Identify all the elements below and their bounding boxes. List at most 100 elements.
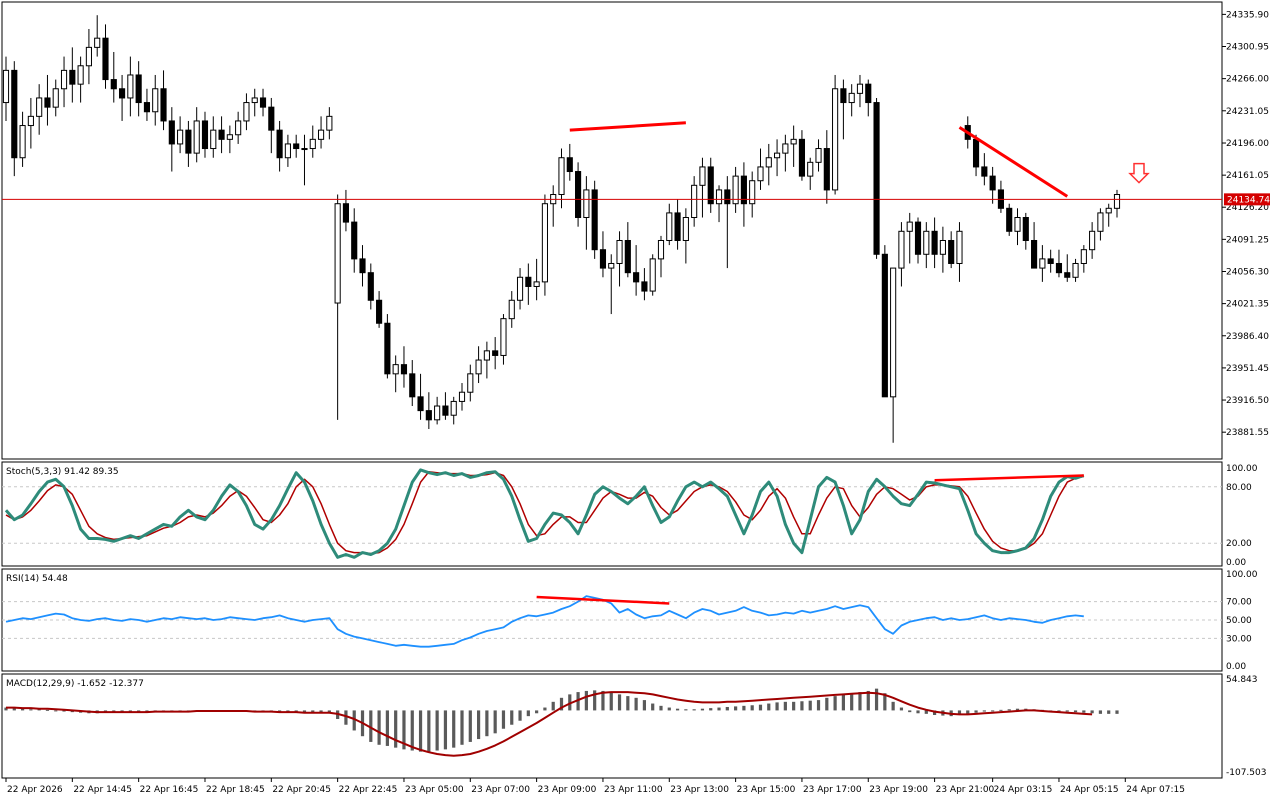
macd-histogram-bar: [468, 710, 472, 742]
bear-candle: [981, 166, 988, 177]
macd-histogram-bar: [692, 709, 696, 711]
bull-candle: [757, 166, 764, 182]
bull-candle: [815, 148, 822, 163]
bear-candle: [185, 129, 192, 154]
current-price-badge: [1224, 193, 1270, 206]
bear-candle: [724, 189, 731, 205]
bear-candle: [633, 272, 640, 283]
macd-histogram-bar: [1015, 708, 1020, 711]
bear-candle: [425, 410, 432, 421]
bull-candle: [616, 239, 623, 264]
bear-candle: [351, 221, 358, 260]
macd-histogram-bar: [535, 710, 539, 714]
time-tick-label: 23 Apr 11:00: [604, 785, 663, 795]
macd-tick-label: -107.503: [1226, 768, 1266, 778]
stoch-label: Stoch(5,3,3) 91.42 89.35: [6, 467, 119, 477]
bull-candle: [1113, 194, 1121, 209]
bull-candle: [152, 88, 159, 113]
bear-candle: [1006, 207, 1013, 232]
bear-candle: [525, 276, 532, 287]
macd-histogram-bar: [145, 710, 149, 712]
bull-candle: [1039, 258, 1046, 269]
macd-histogram-bar: [659, 705, 663, 711]
macd-histogram-bar: [385, 710, 389, 746]
macd-histogram-bar: [651, 703, 655, 711]
macd-histogram-bar: [593, 690, 597, 711]
price-tick-label: 24300.95: [1226, 43, 1269, 53]
stoch-tick-label: 0.00: [1226, 558, 1246, 568]
macd-histogram-bar: [750, 705, 754, 711]
bull-candle: [1014, 217, 1021, 232]
bear-candle: [384, 322, 391, 375]
time-tick-label: 22 Apr 14:45: [73, 785, 132, 795]
stoch-trend-line: [934, 474, 1084, 482]
bull-candle: [60, 69, 68, 90]
macd-histogram-bar: [460, 710, 464, 745]
bull-candle: [458, 391, 466, 402]
macd-tick-label: 54.843: [1226, 675, 1258, 685]
stoch-tick-label: 100.00: [1226, 464, 1258, 474]
macd-histogram-bar: [874, 688, 879, 711]
bull-candle: [533, 281, 540, 287]
bear-candle: [268, 106, 275, 131]
bear-candle: [160, 88, 167, 122]
macd-signal-line: [6, 691, 1093, 757]
bull-candle: [939, 239, 946, 255]
bear-candle: [409, 373, 416, 398]
price-tick-label: 24335.90: [1226, 10, 1269, 20]
macd-pane-frame: [1, 673, 1223, 779]
bull-candle: [583, 189, 590, 219]
macd-histogram-bar: [62, 710, 66, 712]
bull-candle: [77, 65, 84, 85]
bull-candle: [715, 189, 723, 205]
price-tick-label: 23916.50: [1226, 396, 1269, 406]
bear-candle: [740, 175, 747, 205]
bull-candle: [19, 125, 26, 159]
price-tick-label: 24021.35: [1226, 300, 1269, 310]
bull-candle: [848, 92, 855, 104]
rsi-tick-label: 100.00: [1226, 570, 1258, 580]
price-tick-label: 23951.45: [1226, 364, 1269, 374]
bull-candle: [508, 299, 515, 320]
macd-histogram-bar: [435, 710, 439, 751]
bull-candle: [2, 69, 10, 104]
macd-histogram-bar: [601, 690, 605, 711]
bull-candle: [541, 203, 548, 283]
macd-histogram-bar: [352, 710, 356, 731]
bear-candle: [44, 97, 51, 108]
bull-candle: [52, 88, 59, 108]
bear-candle: [1064, 272, 1071, 278]
rsi-tick-label: 30.00: [1226, 634, 1252, 644]
time-tick-label: 24 Apr 03:15: [994, 785, 1053, 795]
time-tick-label: 23 Apr 21:00: [936, 785, 995, 795]
macd-histogram-bar: [369, 710, 373, 742]
stoch-main-line: [4, 468, 1085, 559]
macd-histogram-bar: [576, 692, 580, 711]
bull-candle: [226, 134, 233, 140]
bull-candle: [749, 180, 756, 205]
bull-candle: [856, 83, 864, 94]
bear-candle: [201, 120, 209, 150]
macd-histogram-bar: [932, 710, 937, 715]
macd-histogram-bar: [775, 702, 779, 711]
bear-candle: [591, 189, 598, 251]
price-pane: 24335.90 24300.95 24266.00 24231.05 24196.00…: [2, 10, 1269, 443]
macd-histogram-bar: [526, 710, 530, 717]
bear-candle: [276, 129, 283, 159]
macd-histogram-bar: [709, 708, 713, 711]
bull-candle: [649, 258, 656, 292]
bull-candle: [608, 262, 615, 269]
bull-candle: [309, 138, 316, 150]
bear-candle: [293, 143, 300, 150]
macd-histogram-bar: [991, 710, 995, 712]
stoch-pane: 100.00 80.00 20.00 0.00: [2, 464, 1258, 568]
bull-candle: [765, 157, 772, 168]
rsi-pane: 100.00 70.00 50.00 30.00 0.00: [2, 570, 1258, 672]
bull-candle: [210, 129, 217, 150]
macd-histogram-bar: [493, 710, 497, 734]
macd-histogram-bar: [734, 706, 738, 711]
macd-histogram-bar: [725, 706, 729, 711]
macd-histogram-bar: [418, 710, 423, 752]
price-tick-label: 24196.00: [1226, 139, 1269, 149]
